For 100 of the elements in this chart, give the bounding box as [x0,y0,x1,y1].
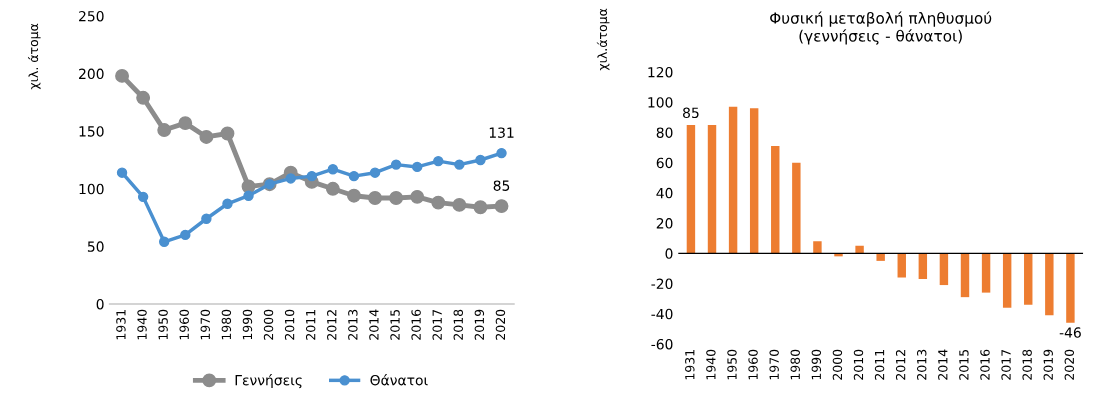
y-axis-title: χιλ.άτομα [596,8,610,71]
x-tick-label: 2020 [1064,349,1075,380]
bar [728,106,738,254]
y-tick-label: 60 [656,157,673,169]
point [199,130,214,144]
x-tick-label: 1960 [748,349,758,380]
point [347,188,361,203]
y-tick-label: 120 [648,66,673,78]
point [433,155,444,167]
point [136,90,151,105]
x-tick-label: 2010 [284,309,295,340]
point [473,200,488,215]
x-tick-label: 2012 [327,310,337,340]
x-tick-label: 2016 [980,349,990,380]
x-tick-label: 2000 [263,309,274,340]
point [306,170,317,182]
legend-label: Θάνατοι [370,374,428,386]
x-tick-label: 1970 [769,349,779,380]
x-tick-label: 1990 [811,349,822,380]
point [220,126,235,141]
y-tick-label: 0 [665,248,673,259]
point [159,236,170,248]
x-tick-label: 2013 [917,349,927,380]
bar [855,245,864,254]
point [325,181,340,196]
y-tick-label: 20 [656,218,673,229]
bar [771,146,780,254]
x-tick-label: 2014 [369,309,379,340]
y-tick-label: 150 [79,126,104,137]
bar [707,124,717,254]
x-tick-label: 2015 [390,309,400,340]
y-tick-label: 80 [656,127,673,138]
point [178,116,193,131]
x-tick-label: 1960 [179,309,189,340]
point [222,198,233,209]
x-tick-label: 1980 [221,309,232,340]
x-tick-label: 2020 [495,309,506,340]
x-tick-label: 2019 [1043,349,1053,380]
data-label: 85 [683,107,699,119]
point [496,147,507,159]
point [454,159,465,170]
point [431,195,446,210]
point [157,123,172,137]
x-tick-label: 1940 [137,309,147,340]
x-tick-label: 2014 [938,349,948,380]
point [411,161,423,173]
x-tick-label: 1950 [158,309,168,340]
y-tick-label: -60 [651,338,673,350]
point [410,189,425,204]
y-tick-label: 50 [87,241,104,252]
x-tick-label: 2010 [853,349,864,380]
bar [918,253,928,280]
bar [1024,253,1033,305]
point [116,167,128,178]
point [180,229,191,241]
point [348,170,360,182]
point [243,190,254,201]
bar [1066,253,1075,323]
x-tick-label: 2011 [874,350,885,380]
bar [981,253,991,293]
x-tick-label: 2017 [432,309,442,340]
y-tick-label: 40 [656,187,673,199]
x-tick-label: 2013 [348,309,358,340]
point [285,173,296,184]
y-tick-label: 250 [79,10,104,22]
data-label: -46 [1059,327,1081,338]
y-tick-label: -40 [651,308,673,320]
data-label: 131 [489,127,514,138]
x-tick-label: 2018 [453,309,463,340]
point [369,167,381,178]
point [452,197,467,212]
point [494,199,509,214]
point [327,164,339,175]
x-tick-label: 2015 [959,349,969,380]
x-tick-label: 1990 [242,309,253,340]
bar [1002,253,1012,308]
y-tick-label: 200 [79,68,104,80]
x-tick-label: 1940 [706,349,716,380]
x-tick-label: 1980 [790,349,800,380]
bar [960,253,970,298]
x-tick-label: 2017 [1001,349,1011,380]
point [201,213,212,224]
bar [792,162,801,254]
bar [749,108,759,254]
chart-title: Φυσική μεταβολή πληθυσμού (γεννήσεις - θάνατοι) [770,11,992,45]
x-tick-label: 1970 [200,309,211,340]
y-tick-label: 100 [79,183,104,195]
y-tick-label: 100 [648,97,673,108]
x-tick-label: 2000 [832,349,843,380]
point [475,154,486,166]
x-tick-label: 2016 [411,309,421,340]
y-tick-label: 0 [96,298,104,310]
point [390,159,402,170]
bar [686,124,696,254]
legend-label: Γεννήσεις [235,374,302,389]
point [389,191,404,205]
y-axis-title: χιλ. άτομα [27,23,41,90]
x-tick-label: 2012 [895,350,906,380]
x-tick-label: 1931 [116,310,126,340]
point [368,191,382,205]
